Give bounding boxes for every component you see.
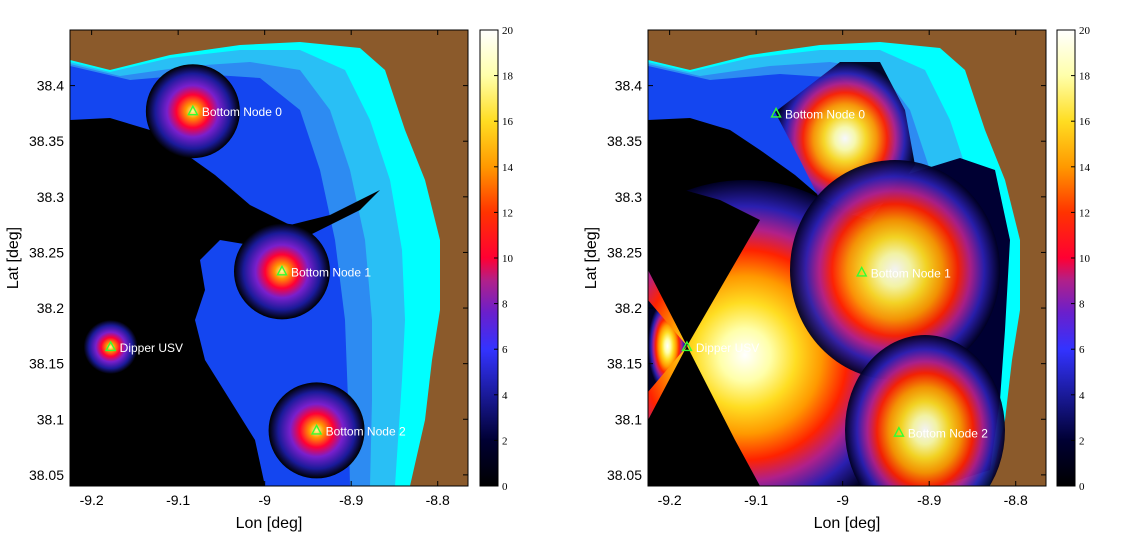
x-tick-label: -9.1 bbox=[744, 492, 768, 508]
left-axes-box bbox=[69, 29, 469, 487]
node-field-disc bbox=[145, 64, 240, 159]
colorbar-tick-label: 18 bbox=[502, 71, 514, 83]
colorbar-tick-label: 14 bbox=[1079, 162, 1091, 174]
left-y-axis-label: Lat [deg] bbox=[5, 227, 22, 289]
y-tick-label: 38.1 bbox=[615, 411, 642, 427]
node-label: Bottom Node 2 bbox=[326, 424, 406, 438]
colorbar-tick-label: 10 bbox=[502, 253, 514, 265]
colorbar-tick-label: 4 bbox=[502, 390, 508, 402]
colorbar-tick-label: 0 bbox=[502, 481, 508, 493]
x-tick-label: -8.8 bbox=[1004, 492, 1028, 508]
y-tick-label: 38.2 bbox=[615, 300, 642, 316]
y-tick-label: 38.35 bbox=[29, 133, 64, 149]
node-label: Dipper USV bbox=[696, 341, 759, 355]
colorbar-tick-label: 20 bbox=[502, 25, 514, 37]
colorbar-tick-label: 8 bbox=[1079, 299, 1085, 311]
x-tick-label: -9 bbox=[836, 492, 849, 508]
colorbar-tick-label: 12 bbox=[1079, 207, 1090, 219]
x-tick-label: -9.2 bbox=[80, 492, 104, 508]
y-tick-label: 38.3 bbox=[37, 189, 64, 205]
right-axis-ticks: -9.2 -9.1 -9 -8.9 -8.8 38.05 38.1 38.15 38.2 38.2… bbox=[607, 30, 1046, 508]
node-marker-triangle[interactable] bbox=[276, 264, 288, 276]
node-label: Bottom Node 0 bbox=[785, 107, 865, 121]
left-colorbar-ticks: 0 2 4 6 8 10 12 14 16 18 20 bbox=[494, 25, 514, 493]
y-tick-label: 38.2 bbox=[37, 300, 64, 316]
colorbar-tick-label: 10 bbox=[1079, 253, 1091, 265]
x-tick-label: -9.1 bbox=[166, 492, 190, 508]
y-tick-label: 38.05 bbox=[607, 467, 642, 483]
colorbar-tick-label: 2 bbox=[1079, 435, 1085, 447]
y-tick-label: 38.4 bbox=[615, 78, 642, 94]
y-tick-label: 38.05 bbox=[29, 467, 64, 483]
colorbar-tick-label: 6 bbox=[502, 344, 508, 356]
y-tick-label: 38.15 bbox=[607, 356, 642, 372]
colorbar-tick-label: 4 bbox=[1079, 390, 1085, 402]
node-marker-triangle[interactable] bbox=[681, 340, 693, 352]
node-label: Bottom Node 0 bbox=[202, 105, 282, 119]
node-field-disc bbox=[83, 319, 138, 374]
left-axis-ticks: -9.2 -9.1 -9 -8.9 -8.8 38.05 38.1 38.15 38.2 38.2… bbox=[29, 30, 468, 508]
right-y-axis-label: Lat [deg] bbox=[583, 227, 600, 289]
colorbar-tick-label: 20 bbox=[1079, 25, 1091, 37]
node-field-disc bbox=[233, 223, 330, 320]
left-node-markers: Bottom Node 0 Bottom Node 1 Dipper USV Bott… bbox=[83, 64, 406, 479]
y-tick-label: 38.25 bbox=[607, 244, 642, 260]
y-tick-label: 38.25 bbox=[29, 244, 64, 260]
colorbar-tick-label: 2 bbox=[502, 435, 508, 447]
y-tick-label: 38.15 bbox=[29, 356, 64, 372]
usv-null-wedge-bottom bbox=[648, 346, 760, 486]
colorbar-tick-label: 14 bbox=[502, 162, 514, 174]
colorbar-tick-label: 16 bbox=[1079, 116, 1091, 128]
right-x-axis-label: Lon [deg] bbox=[814, 515, 881, 532]
x-tick-label: -8.8 bbox=[426, 492, 450, 508]
usv-null-wedge-top bbox=[648, 180, 760, 346]
node-marker-triangle[interactable] bbox=[105, 340, 117, 352]
node-field-disc bbox=[268, 382, 365, 479]
node-label: Dipper USV bbox=[120, 341, 183, 355]
node-label: Bottom Node 2 bbox=[908, 427, 988, 441]
colorbar-tick-label: 12 bbox=[502, 207, 513, 219]
node-marker-triangle[interactable] bbox=[187, 104, 199, 116]
x-tick-label: -9.2 bbox=[658, 492, 682, 508]
node-marker-triangle[interactable] bbox=[893, 426, 905, 437]
x-tick-label: -9 bbox=[258, 492, 271, 508]
y-tick-label: 38.35 bbox=[607, 133, 642, 149]
right-node-markers: Bottom Node 0 Bottom Node 1 Dipper USV Bott… bbox=[681, 106, 988, 441]
colorbar-tick-label: 0 bbox=[1079, 481, 1085, 493]
coverage-region-bottom-node-2 bbox=[845, 335, 1005, 486]
y-tick-label: 38.4 bbox=[37, 78, 64, 94]
colorbar-tick-label: 16 bbox=[502, 116, 514, 128]
usv-near-lobe-left bbox=[648, 300, 687, 392]
x-tick-label: -8.9 bbox=[339, 492, 363, 508]
colorbar-tick-label: 18 bbox=[1079, 71, 1091, 83]
node-label: Bottom Node 1 bbox=[291, 265, 371, 279]
node-marker-triangle[interactable] bbox=[770, 106, 782, 118]
colorbar-tick-label: 8 bbox=[502, 299, 508, 311]
y-tick-label: 38.3 bbox=[615, 189, 642, 205]
coverage-field bbox=[648, 62, 1010, 486]
x-tick-label: -8.9 bbox=[917, 492, 941, 508]
left-heatmap-panel: Bottom Node 0 Bottom Node 1 Dipper USV Bott… bbox=[5, 25, 514, 532]
left-x-axis-label: Lon [deg] bbox=[236, 515, 303, 532]
coverage-region-bottom-node-1 bbox=[790, 160, 1000, 380]
colorbar-tick-label: 6 bbox=[1079, 344, 1085, 356]
right-heatmap-panel: Bottom Node 0 Bottom Node 1 Dipper USV Bott… bbox=[583, 25, 1091, 532]
right-colorbar-ticks: 0 2 4 6 8 10 12 14 16 18 20 bbox=[1071, 25, 1091, 493]
sea-band-deep bbox=[70, 118, 380, 486]
node-marker-triangle[interactable] bbox=[856, 265, 868, 277]
right-axes-box bbox=[647, 29, 1047, 487]
node-marker-triangle[interactable] bbox=[310, 423, 323, 435]
node-label: Bottom Node 1 bbox=[871, 266, 951, 280]
y-tick-label: 38.1 bbox=[37, 411, 64, 427]
